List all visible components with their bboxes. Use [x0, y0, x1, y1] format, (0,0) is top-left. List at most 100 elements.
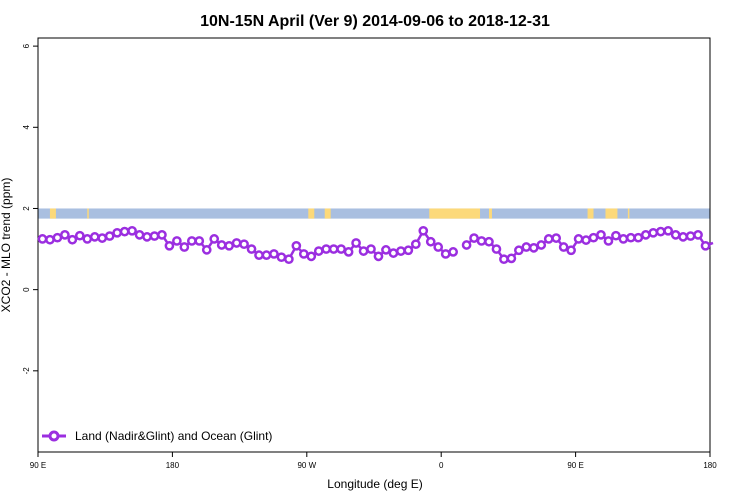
data-point — [633, 232, 644, 243]
y-tick-label: 0 — [22, 287, 31, 292]
ocean-band — [38, 208, 710, 219]
data-point — [425, 236, 436, 247]
data-point — [82, 234, 93, 244]
data-point — [476, 236, 487, 246]
data-point — [194, 236, 205, 246]
data-point — [291, 240, 302, 251]
data-point — [506, 253, 517, 264]
data-point — [172, 236, 182, 246]
land-span — [324, 208, 331, 219]
legend-swatch-marker — [48, 430, 60, 442]
data-point — [254, 250, 264, 260]
data-point — [284, 254, 294, 265]
data-point — [269, 249, 279, 259]
data-point — [261, 250, 272, 260]
data-point — [626, 232, 636, 243]
y-tick-label: 4 — [22, 125, 31, 130]
data-point — [581, 235, 591, 245]
data-point — [693, 230, 703, 240]
data-point — [186, 236, 197, 246]
data-point — [37, 234, 48, 244]
data-point — [514, 245, 524, 256]
data-point — [685, 231, 696, 241]
data-point — [596, 230, 606, 240]
data-point — [373, 251, 384, 262]
data-point — [700, 240, 711, 251]
land-span — [308, 208, 315, 219]
data-point — [164, 240, 175, 251]
data-point — [239, 239, 249, 250]
data-point — [179, 242, 190, 252]
land-span — [488, 208, 492, 219]
data-point — [67, 234, 78, 245]
data-point — [603, 236, 614, 246]
land-span — [587, 208, 594, 219]
y-axis: -2 0 2 4 6 — [22, 43, 38, 374]
data-point — [528, 242, 539, 253]
land-span — [627, 208, 630, 219]
data-point — [89, 232, 100, 242]
data-point — [433, 242, 444, 252]
data-point — [396, 246, 406, 256]
data-point — [566, 245, 576, 256]
data-point — [321, 244, 332, 254]
data-point — [231, 238, 242, 248]
data-point — [618, 234, 629, 244]
x-tick-label: 90 E — [567, 461, 583, 470]
legend: Land (Nadir&Glint) and Ocean (Glint) — [42, 429, 272, 443]
data-point — [366, 244, 376, 254]
x-tick-label: 180 — [703, 461, 717, 470]
land-span — [605, 208, 618, 219]
x-tick-label: 90 E — [30, 461, 46, 470]
data-point — [246, 244, 257, 254]
data-point — [313, 246, 324, 256]
data-point — [336, 244, 346, 254]
data-point — [306, 251, 317, 262]
data-point — [134, 230, 145, 240]
data-point — [298, 249, 309, 259]
data-point — [551, 233, 562, 243]
data-point — [678, 232, 688, 242]
data-point — [328, 244, 339, 254]
land-span — [87, 208, 89, 219]
data-point — [648, 227, 659, 238]
legend-entry-label: Land (Nadir&Glint) and Ocean (Glint) — [75, 429, 272, 443]
data-point — [127, 225, 137, 236]
data-point — [112, 227, 122, 238]
x-tick-label: 0 — [439, 461, 444, 470]
land-span — [49, 208, 56, 219]
x-axis: 90 E 180 90 W 0 90 E 180 — [30, 452, 717, 470]
data-point — [343, 247, 354, 257]
data-point — [209, 234, 220, 244]
data-point — [60, 230, 70, 240]
data-point — [104, 231, 115, 241]
data-point — [469, 233, 479, 243]
data-point — [224, 240, 234, 251]
data-point — [670, 230, 681, 240]
data-point — [201, 245, 212, 255]
data-point — [74, 230, 85, 241]
data-point — [611, 230, 621, 241]
data-point — [410, 239, 421, 250]
data-point — [484, 236, 494, 247]
data-point — [142, 232, 152, 242]
land-ocean-band — [38, 208, 710, 219]
x-axis-label: Longitude (deg E) — [327, 477, 422, 491]
data-point — [45, 234, 55, 245]
data-point — [663, 225, 674, 236]
data-point — [388, 248, 399, 258]
data-point — [588, 232, 599, 243]
data-point — [351, 238, 361, 248]
data-point — [558, 242, 569, 252]
data-point — [358, 246, 369, 256]
data-point — [461, 240, 472, 250]
data-point — [448, 247, 458, 257]
data-point — [403, 245, 414, 256]
data-point — [640, 230, 651, 240]
land-span — [429, 208, 481, 219]
data-point — [521, 242, 532, 252]
y-axis-label: XCO2 - MLO trend (ppm) — [0, 178, 13, 313]
data-point — [119, 226, 130, 237]
x-tick-label: 90 W — [297, 461, 316, 470]
